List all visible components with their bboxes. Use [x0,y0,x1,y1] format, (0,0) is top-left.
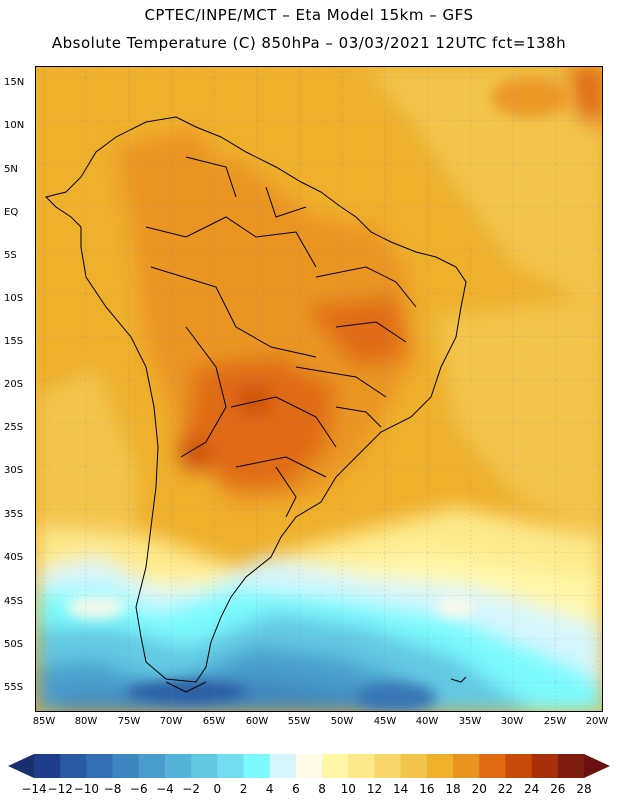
lon-label-60w: 60W [245,716,269,727]
lat-label-10n: 10N [4,120,25,131]
colorbar-label: 28 [576,782,592,796]
lat-label-55s: 55S [4,682,24,693]
lon-label-25w: 25W [543,716,567,727]
colorbar-box [269,754,297,778]
colorbar-box [164,754,192,778]
lat-label-15s: 15S [4,336,24,347]
colorbar-box [112,754,140,778]
colorbar-box [191,754,218,778]
colorbar-label: 16 [419,782,435,796]
colorbar-label: 8 [318,782,326,796]
colorbar-box [348,754,375,778]
lat-label-10s: 10S [4,293,24,304]
colorbar-box [426,754,454,778]
colorbar-label: −14 [21,782,47,796]
lat-label-50s: 50S [4,639,24,650]
lat-label-eq: EQ [4,207,19,218]
lat-label-40s: 40S [4,552,24,563]
colorbar-box [243,754,271,778]
lon-label-50w: 50W [330,716,354,727]
lon-label-75w: 75W [117,716,141,727]
colorbar-left-arrow-icon [8,754,34,778]
colorbar-label: 18 [445,782,461,796]
colorbar-label: 6 [292,782,300,796]
lon-label-80w: 80W [74,716,98,727]
colorbar-box [217,754,245,778]
lon-label-20w: 20W [585,716,609,727]
colorbar-box [374,754,402,778]
colorbar [8,754,610,778]
colorbar-label: 14 [393,782,409,796]
colorbar-box [505,754,533,778]
lat-label-35s: 35S [4,509,24,520]
lon-label-65w: 65W [202,716,226,727]
colorbar-label: −12 [47,782,73,796]
lat-label-45s: 45S [4,596,24,607]
colorbar-label: −8 [103,782,122,796]
lat-label-20s: 20S [4,379,24,390]
title-line-1: CPTEC/INPE/MCT – Eta Model 15km – GFS [144,6,474,24]
lon-label-30w: 30W [500,716,524,727]
colorbar-label: 2 [239,782,248,796]
colorbar-label: 4 [265,782,274,796]
lon-label-40w: 40W [415,716,439,727]
lon-label-35w: 35W [458,716,482,727]
colorbar-box [322,754,349,778]
colorbar-label: −10 [73,782,100,796]
colorbar-box [86,754,114,778]
colorbar-label: 22 [497,782,514,796]
colorbar-label: 20 [471,782,487,796]
colorbar-label: −6 [129,782,148,796]
colorbar-label: −2 [182,782,200,796]
lon-label-70w: 70W [159,716,183,727]
colorbar-label: −4 [156,782,174,796]
lat-label-25s: 25S [4,422,24,433]
colorbar-label: 24 [523,782,540,796]
lat-label-30s: 30S [4,465,24,476]
temperature-map [35,66,603,712]
colorbar-box [60,754,87,778]
colorbar-box [531,754,559,778]
colorbar-label: 0 [213,782,222,796]
lon-label-55w: 55W [287,716,311,727]
colorbar-box [138,754,166,778]
colorbar-right-arrow-icon [584,754,610,778]
colorbar-box [453,754,480,778]
colorbar-boxes [34,754,585,778]
lon-label-85w: 85W [32,716,56,727]
colorbar-box [34,754,61,778]
colorbar-label: 12 [366,782,383,796]
lon-label-45w: 45W [373,716,397,727]
colorbar-box [479,754,506,778]
colorbar-box [557,754,585,778]
lat-label-15n: 15N [4,77,25,88]
lat-label-5s: 5S [4,250,17,261]
colorbar-box [400,754,428,778]
title-line-2: Absolute Temperature (C) 850hPa – 03/03/… [51,34,567,52]
colorbar-box [295,754,323,778]
south-america-temperature-map-icon [36,67,602,711]
lat-label-5n: 5N [4,164,18,175]
colorbar-label: 26 [550,782,566,796]
colorbar-label: 10 [340,782,356,796]
